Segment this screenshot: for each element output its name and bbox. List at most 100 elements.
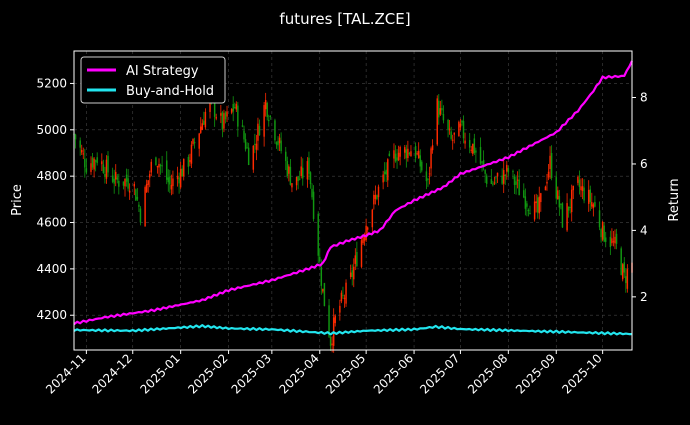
x-tick-label: 2025-03 — [229, 351, 274, 396]
candle-body — [410, 151, 412, 157]
candle-body — [538, 196, 540, 214]
candle-body — [138, 204, 140, 207]
candle-body — [572, 185, 574, 191]
candle-body — [623, 262, 626, 273]
candle-body — [604, 237, 607, 242]
candle-body — [343, 297, 346, 299]
candle-body — [257, 123, 259, 141]
candle-body — [566, 203, 568, 231]
candle-body — [425, 171, 428, 182]
candle-body — [309, 172, 312, 185]
candle-body — [90, 163, 92, 172]
candle-body — [561, 203, 564, 228]
candle-body — [557, 190, 559, 200]
candle-body — [82, 153, 85, 155]
left-axis-label: Price — [10, 184, 25, 216]
candle-body — [235, 103, 238, 110]
candle-body — [436, 98, 438, 145]
candle-body — [397, 152, 400, 161]
candle-body — [286, 161, 289, 177]
candle-body — [615, 233, 618, 244]
candle-body — [448, 128, 451, 131]
candle-body — [490, 179, 493, 184]
candle-body — [258, 125, 261, 136]
candle-body — [351, 270, 353, 277]
x-tick-label: 2025-08 — [465, 351, 510, 396]
candle-body — [496, 172, 499, 177]
candle-body — [178, 177, 180, 184]
candle-body — [278, 137, 281, 144]
candle-body — [481, 161, 483, 163]
candle-body — [439, 108, 442, 115]
legend-label-ai-strategy: AI Strategy — [126, 64, 199, 79]
x-tick-label: 2025-10 — [559, 351, 604, 396]
candle-body — [431, 145, 434, 151]
candle-body — [96, 157, 98, 164]
candle-body — [453, 132, 455, 135]
candle-body — [264, 99, 267, 110]
candle-body — [470, 149, 472, 151]
candle-body — [512, 171, 514, 173]
candle-body — [275, 142, 278, 145]
candle-body — [179, 168, 182, 188]
candle-body — [428, 173, 431, 175]
candle-body — [252, 145, 255, 170]
candle-body — [578, 179, 581, 188]
candle-body — [187, 156, 190, 167]
left-tick-label: 5000 — [36, 123, 67, 137]
candle-body — [419, 155, 421, 167]
candle-body — [549, 155, 551, 169]
candle-body — [353, 266, 355, 280]
candle-body — [592, 204, 595, 208]
candle-body — [155, 157, 157, 166]
candle-body — [84, 158, 86, 168]
candle-body — [266, 102, 268, 118]
candle-body — [458, 121, 460, 137]
candle-body — [302, 167, 304, 179]
x-tick-label: 2025-05 — [323, 351, 368, 396]
candle-body — [166, 160, 168, 180]
candle-body — [319, 256, 321, 262]
candle-body — [237, 105, 239, 127]
candle-body — [215, 117, 217, 119]
candle-body — [356, 252, 358, 267]
candle-body — [558, 196, 561, 208]
left-tick-label: 5200 — [36, 76, 67, 90]
candle-body — [515, 181, 517, 185]
candle-body — [161, 165, 163, 167]
candle-body — [587, 189, 590, 204]
buy-and-hold-line — [73, 324, 632, 336]
candle-body — [625, 276, 627, 284]
candle-body — [577, 176, 579, 183]
candle-body — [614, 236, 616, 244]
candle-body — [91, 157, 94, 168]
candle-body — [339, 305, 341, 313]
candle-body — [317, 213, 319, 256]
candle-body — [621, 264, 624, 280]
candle-body — [331, 343, 333, 346]
candle-body — [124, 179, 126, 187]
candle-body — [289, 166, 292, 185]
candle-body — [320, 267, 323, 286]
right-axis-label: Return — [667, 178, 682, 221]
candle-body — [167, 177, 170, 183]
candle-body — [345, 282, 347, 304]
candle-body — [601, 221, 604, 240]
candle-body — [501, 175, 503, 184]
candle-body — [149, 174, 151, 178]
candle-body — [583, 187, 585, 201]
candle-body — [128, 190, 131, 193]
candle-body — [193, 141, 196, 144]
candle-body — [116, 177, 119, 180]
candle-body — [298, 178, 301, 180]
candle-body — [366, 227, 369, 230]
candle-body — [285, 151, 287, 162]
candle-body — [158, 163, 160, 168]
candle-body — [598, 210, 601, 228]
candle-body — [329, 336, 332, 346]
candle-body — [523, 190, 525, 198]
left-tick-label: 4600 — [36, 216, 67, 230]
candle-body — [133, 183, 136, 187]
candle-body — [581, 186, 584, 191]
